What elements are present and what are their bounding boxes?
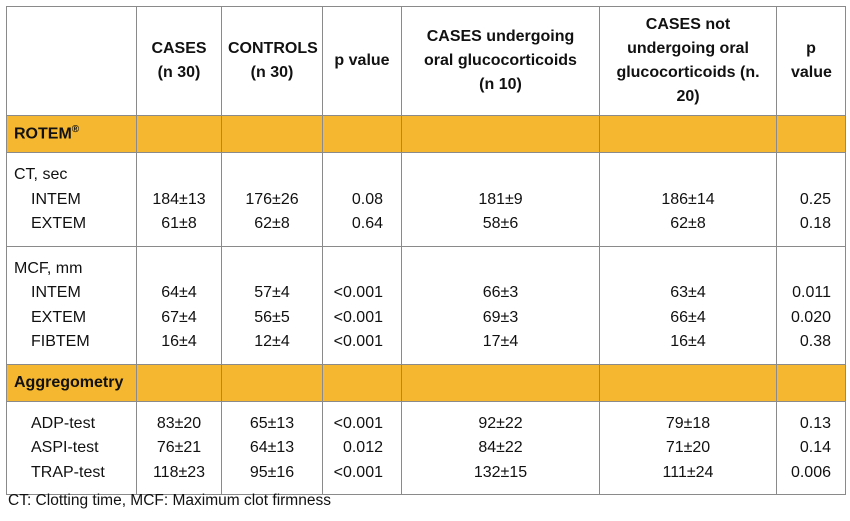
row-label: ADP-test: [31, 414, 96, 432]
section-row-aggregometry: Aggregometry: [6, 363, 846, 402]
table-footnote: CT: Clotting time, MCF: Maximum clot fir…: [8, 492, 331, 509]
cell-value: 0.18: [799, 215, 831, 232]
ct-cases-gc: 181±9 58±6: [401, 152, 600, 247]
cell-value: 118±23: [152, 463, 206, 481]
header-row: CASES (n 30) CONTROLS (n 30) p value CAS…: [6, 6, 846, 116]
cell-value: 63±4: [670, 284, 706, 301]
cell-value: 0.38: [799, 333, 831, 350]
cell-value: 0.13: [799, 414, 831, 432]
mcf-p2: 0.011 0.020 0.38: [776, 245, 846, 365]
cell-value: 0.011: [792, 284, 831, 301]
results-table: CASES (n 30) CONTROLS (n 30) p value CAS…: [6, 6, 846, 495]
cell-value: <0.001: [333, 414, 383, 432]
mcf-cases-no-gc: 63±4 66±4 16±4: [599, 245, 777, 365]
mcf-block: MCF, mm INTEM EXTEM FIBTEM 64±4 67±4 16±…: [6, 245, 846, 365]
cell-value: 58±6: [482, 215, 519, 232]
cell-value: 16±4: [670, 333, 706, 350]
section-label-aggregometry: Aggregometry: [6, 363, 137, 402]
row-label: EXTEM: [31, 215, 87, 232]
ct-labels: CT, sec INTEM EXTEM: [6, 152, 137, 247]
group-label-mcf: MCF, mm: [14, 259, 83, 277]
cell-value: 64±13: [249, 439, 295, 456]
mcf-cases: 64±4 67±4 16±4: [136, 245, 222, 365]
cell-value: 79±18: [665, 414, 711, 432]
cell-value: 57±4: [254, 284, 290, 301]
registered-mark: ®: [71, 124, 80, 136]
header-p-value: p value: [322, 6, 402, 116]
mcf-p: <0.001 <0.001 <0.001: [322, 245, 402, 365]
aggr-cases-gc: 92±22 84±22 132±15: [401, 400, 600, 495]
row-label: INTEM: [31, 284, 81, 301]
cell-value: 184±13: [152, 190, 206, 208]
cell-value: <0.001: [333, 308, 383, 326]
aggr-block: ADP-test ASPI-test TRAP-test 83±20 76±21…: [6, 400, 846, 495]
section-row-rotem: ROTEM®: [6, 115, 846, 153]
cell-value: 17±4: [482, 333, 519, 350]
row-label: ASPI-test: [31, 439, 99, 456]
cell-value: 66±4: [670, 308, 706, 326]
mcf-cases-gc: 66±3 69±3 17±4: [401, 245, 600, 365]
cell-value: 65±13: [249, 414, 295, 432]
row-label: TRAP-test: [31, 463, 105, 481]
row-label: INTEM: [31, 190, 81, 208]
row-label: FIBTEM: [31, 333, 90, 350]
ct-cases-no-gc: 186±14 62±8: [599, 152, 777, 247]
cell-value: 76±21: [156, 439, 202, 456]
ct-p2: 0.25 0.18: [776, 152, 846, 247]
cell-value: 61±8: [161, 215, 197, 232]
cell-value: 12±4: [254, 333, 290, 350]
section-label-rotem: ROTEM®: [6, 115, 137, 153]
ct-controls: 176±26 62±8: [221, 152, 323, 247]
ct-cases: 184±13 61±8: [136, 152, 222, 247]
aggr-cases: 83±20 76±21 118±23: [136, 400, 222, 495]
header-cases-no-gc: CASES not undergoing oral glucocorticoid…: [599, 6, 777, 116]
cell-value: 111±24: [662, 463, 714, 481]
cell-value: 66±3: [482, 284, 519, 301]
header-p-value-2: p value: [776, 6, 846, 116]
cell-value: 83±20: [156, 414, 202, 432]
aggr-labels: ADP-test ASPI-test TRAP-test: [6, 400, 137, 495]
cell-value: 71±20: [665, 439, 711, 456]
header-cases-gc: CASES undergoing oral glucocorticoids (n…: [401, 6, 600, 116]
ct-block: CT, sec INTEM EXTEM 184±13 61±8 176±26 6…: [6, 152, 846, 247]
cell-value: 92±22: [478, 414, 523, 432]
cell-value: 132±15: [473, 463, 528, 481]
group-label-ct: CT, sec: [14, 166, 68, 183]
aggr-p2: 0.13 0.14 0.006: [776, 400, 846, 495]
aggr-cases-no-gc: 79±18 71±20 111±24: [599, 400, 777, 495]
cell-value: 69±3: [482, 308, 519, 326]
aggr-controls: 65±13 64±13 95±16: [221, 400, 323, 495]
cell-value: 0.64: [351, 215, 383, 232]
cell-value: 64±4: [161, 284, 197, 301]
cell-value: 0.08: [351, 190, 383, 208]
mcf-labels: MCF, mm INTEM EXTEM FIBTEM: [6, 245, 137, 365]
cell-value: 62±8: [670, 215, 706, 232]
cell-value: 56±5: [254, 308, 290, 326]
cell-value: 84±22: [478, 439, 523, 456]
aggr-p: <0.001 0.012 <0.001: [322, 400, 402, 495]
header-controls: CONTROLS (n 30): [221, 6, 323, 116]
cell-value: 181±9: [478, 190, 523, 208]
cell-value: 0.006: [790, 463, 831, 481]
cell-value: 16±4: [161, 333, 197, 350]
cell-value: <0.001: [333, 463, 383, 481]
cell-value: 62±8: [254, 215, 290, 232]
cell-value: 67±4: [161, 308, 197, 326]
cell-value: 0.14: [799, 439, 831, 456]
cell-value: 186±14: [661, 190, 715, 208]
cell-value: 0.012: [342, 439, 383, 456]
cell-value: 176±26: [245, 190, 299, 208]
cell-value: 0.020: [790, 308, 831, 326]
ct-p: 0.08 0.64: [322, 152, 402, 247]
row-label: EXTEM: [31, 308, 87, 326]
cell-value: <0.001: [333, 333, 383, 350]
cell-value: 95±16: [249, 463, 295, 481]
header-cases: CASES (n 30): [136, 6, 222, 116]
mcf-controls: 57±4 56±5 12±4: [221, 245, 323, 365]
header-blank: [6, 6, 137, 116]
cell-value: <0.001: [333, 284, 383, 301]
cell-value: 0.25: [799, 190, 831, 208]
